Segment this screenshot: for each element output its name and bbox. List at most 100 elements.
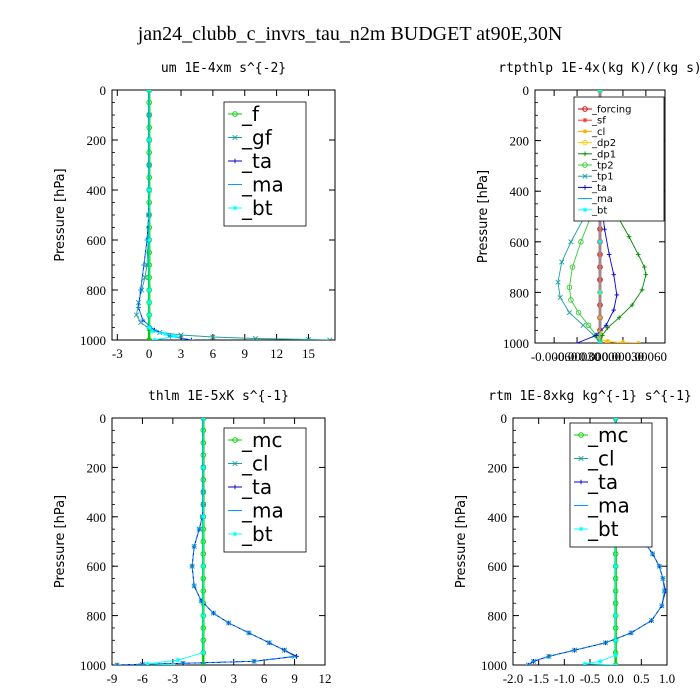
legend-label: _dp2 [591, 138, 616, 149]
x-tick-label: 1.0 [659, 671, 675, 686]
data-point [150, 328, 155, 334]
legend-marker [232, 205, 238, 211]
legend-item: _ta [578, 183, 607, 194]
legend-marker [232, 134, 238, 141]
data-point [635, 252, 641, 257]
panel-title: rtpthlp 1E-4x(kg K)/(kg s) [498, 61, 700, 76]
y-tick-label: 600 [488, 559, 508, 574]
series-group [133, 90, 333, 340]
data-point [585, 322, 592, 329]
y-tick-label: 400 [87, 183, 107, 198]
legend-label: _bt [591, 205, 607, 216]
series-line [117, 418, 296, 665]
data-point [210, 334, 216, 340]
data-point [200, 514, 206, 520]
y-tick-label: 400 [510, 184, 530, 199]
legend-label: _mc [241, 428, 282, 452]
legend-item: _dp1 [578, 149, 616, 160]
legend-box [573, 96, 665, 222]
legend-label: _bt [587, 517, 619, 541]
legend-item: _bt [578, 205, 607, 216]
legend-item: _cl [228, 452, 269, 476]
legend-item: _bt [228, 196, 273, 220]
data-point [611, 307, 617, 313]
x-tick-label: -3 [167, 671, 178, 686]
panel-title: um 1E-4xm s^{-2} [161, 61, 286, 76]
legend-marker [578, 432, 584, 438]
legend-marker [582, 173, 588, 179]
data-point [639, 287, 645, 293]
legend-marker [582, 151, 588, 157]
data-point [566, 310, 573, 316]
legend-label: _ta [587, 470, 618, 494]
data-point [170, 662, 176, 665]
y-tick-label: 1000 [80, 658, 106, 673]
x-tick-label: 0 [146, 346, 153, 361]
legend-item: _mc [228, 428, 282, 452]
legend-item: _forcing [578, 105, 632, 116]
legend-item: _bt [574, 517, 619, 541]
legend-item: _ma [578, 194, 613, 205]
data-point [175, 657, 181, 663]
data-point [146, 237, 152, 243]
x-tick-label: -0.00060 [531, 349, 578, 364]
legend-item: _mc [574, 423, 628, 447]
panels: um 1E-4xm s^{-2}Pressure [hPa]0200400600… [53, 61, 700, 686]
x-tick-label: -3 [112, 346, 123, 361]
data-point [327, 337, 333, 340]
data-point [152, 337, 157, 340]
legend-marker [582, 129, 588, 134]
legend-marker [232, 460, 238, 467]
chart-panel-2: rtpthlp 1E-4x(kg K)/(kg s) Pressure [hPa]… [476, 61, 700, 364]
data-point [146, 300, 152, 305]
y-tick-label: 800 [510, 285, 530, 300]
data-point [555, 279, 561, 285]
legend-label: _bt [241, 196, 273, 220]
y-tick-label: 200 [488, 460, 508, 475]
data-point [200, 563, 206, 569]
legend-label: _ma [241, 173, 284, 197]
legend-label: _dp1 [591, 149, 616, 160]
data-point [597, 340, 603, 343]
data-point [611, 272, 617, 277]
legend-item: _ma [574, 494, 630, 518]
legend-marker [578, 455, 584, 462]
legend: _mc_cl_ta_ma_bt [569, 422, 653, 548]
data-point [642, 264, 647, 270]
data-point [146, 287, 152, 293]
legend-item: _tp2 [578, 161, 614, 172]
legend-marker [232, 437, 238, 443]
data-point [146, 312, 152, 318]
legend-item: _cl [578, 127, 605, 138]
legend-marker [582, 139, 588, 146]
data-point [599, 333, 605, 338]
data-point [604, 338, 611, 343]
data-point [613, 662, 618, 665]
x-tick-label: 6 [261, 671, 268, 686]
y-tick-label: 0 [100, 83, 107, 98]
data-point [613, 638, 618, 643]
legend-marker [232, 484, 238, 490]
data-point [142, 274, 148, 281]
legend-item: _f [228, 102, 260, 126]
y-tick-label: 600 [87, 233, 107, 248]
data-point [613, 418, 618, 421]
data-point [526, 662, 531, 665]
x-tick-label: -0.5 [580, 671, 601, 686]
legend-item: _sf [578, 116, 606, 127]
x-tick-label: 9 [241, 346, 248, 361]
legend: _mc_cl_ta_ma_bt [223, 427, 307, 553]
y-tick-label: 200 [87, 460, 107, 475]
x-tick-label: 12 [319, 671, 332, 686]
data-point [178, 332, 184, 338]
y-tick-label: 800 [87, 283, 107, 298]
data-point [643, 272, 649, 277]
legend-label: _tp1 [591, 172, 614, 183]
legend-label: _ta [241, 149, 272, 173]
x-tick-label: 0.00060 [625, 349, 667, 364]
data-point [138, 319, 144, 326]
data-point [616, 315, 622, 320]
figure-title: jan24_clubb_c_invrs_tau_n2m BUDGET at90E… [137, 23, 563, 45]
legend-label: _ta [241, 475, 272, 499]
data-point [305, 336, 312, 340]
